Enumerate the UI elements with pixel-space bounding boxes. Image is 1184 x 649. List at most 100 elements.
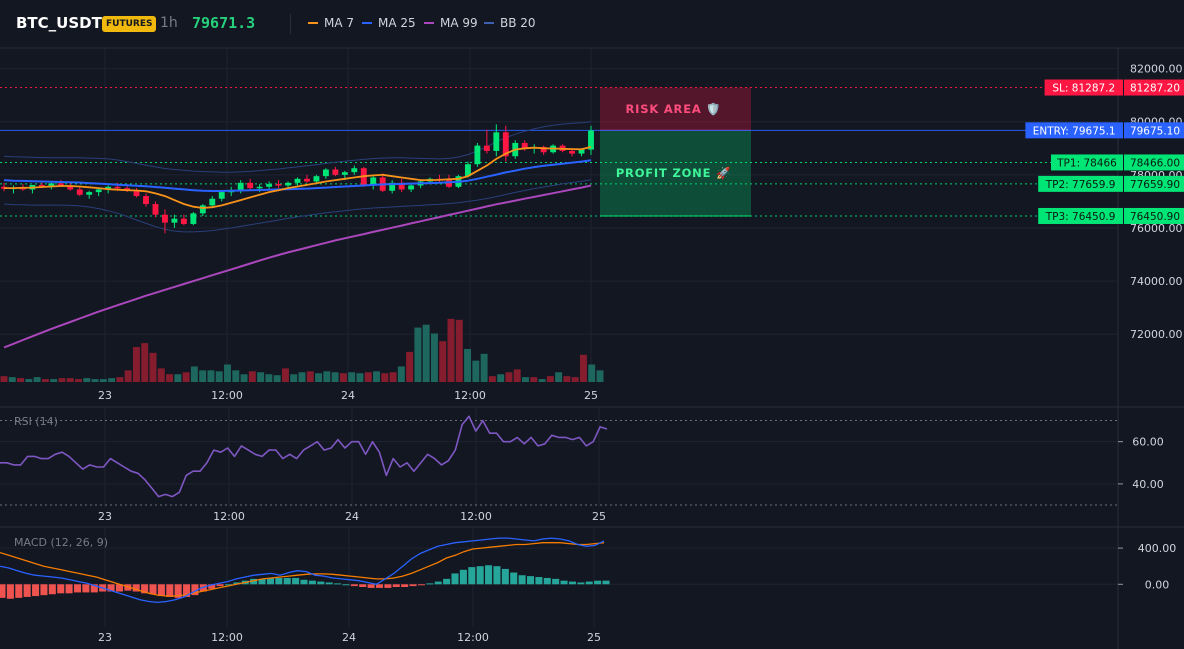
level-price-label-tp2: 77659.90 <box>1130 179 1180 191</box>
level-price-box-tp2 <box>1124 175 1184 192</box>
x-tick-label: 12:00 <box>211 389 243 402</box>
volume-bar <box>596 370 604 382</box>
x-tick-label: 12:00 <box>213 510 245 523</box>
volume-bar <box>33 377 41 382</box>
level-price-label-entry: 79675.10 <box>1130 125 1180 137</box>
level-tag-box-sl <box>1044 79 1123 96</box>
macd-histogram-bar <box>602 580 610 585</box>
volume-bar <box>75 379 82 382</box>
volume-bar <box>455 319 463 382</box>
chart-header: BTC_USDT FUTURES 1h 79671.3 MA 7 MA 25 M… <box>0 0 1184 48</box>
candle-body <box>341 172 348 175</box>
macd-histogram-bar <box>132 584 140 592</box>
ma99-line <box>3 184 592 349</box>
candle-body <box>502 132 509 157</box>
candle-body <box>190 213 197 224</box>
candle-body <box>332 169 339 175</box>
macd-histogram-bar <box>568 581 576 585</box>
volume-bar <box>497 374 505 382</box>
macd-histogram-bar <box>174 584 182 598</box>
candle-body <box>464 164 471 177</box>
candle-body <box>578 149 585 154</box>
futures-badge: FUTURES <box>102 16 157 32</box>
macd-histogram-bar <box>32 584 40 597</box>
volume-bar <box>430 333 438 382</box>
macd-histogram-bar <box>476 566 484 585</box>
ma25-swatch-icon <box>362 22 372 24</box>
x-tick-label: 23 <box>98 510 112 523</box>
macd-histogram-bar <box>443 578 451 585</box>
level-tag-box-tp2 <box>1038 175 1123 192</box>
level-price-box-sl <box>1124 79 1184 96</box>
volume-bar <box>555 372 563 382</box>
volume-bar <box>364 372 372 382</box>
macd-signal-line <box>0 542 605 597</box>
header-divider <box>290 14 291 34</box>
bb20-swatch-icon <box>484 22 494 24</box>
macd-histogram-bar <box>82 584 90 593</box>
legend-bb20[interactable]: BB 20 <box>484 16 536 30</box>
volume-bar <box>356 373 364 382</box>
macd-tick-label: 400.00 <box>1138 542 1177 555</box>
macd-histogram-bar <box>459 569 467 585</box>
candle-body <box>408 185 415 190</box>
candle-body <box>95 189 102 193</box>
volume-bar <box>381 373 389 382</box>
macd-histogram-bar <box>149 584 157 595</box>
candle-body <box>180 218 187 224</box>
timeframe-selector[interactable]: 1h <box>160 15 178 31</box>
candle-body <box>114 186 121 189</box>
level-price-label-tp3: 76450.90 <box>1130 211 1180 223</box>
macd-histogram-bar <box>350 584 358 587</box>
ma99-swatch-icon <box>424 22 434 24</box>
legend-ma25[interactable]: MA 25 <box>362 16 416 30</box>
volume-bar <box>414 327 422 382</box>
macd-histogram-bar <box>48 584 56 595</box>
level-tag-tp1: TP1: 78466 <box>1056 157 1117 169</box>
macd-histogram-bar <box>0 584 6 598</box>
volume-bar <box>124 370 132 382</box>
volume-bar <box>513 369 521 382</box>
volume-bar <box>406 351 414 382</box>
volume-bar <box>207 370 215 382</box>
macd-histogram-bar <box>375 584 384 588</box>
candle-body <box>152 204 159 215</box>
volume-bar <box>149 352 157 382</box>
ma25-line <box>3 159 592 192</box>
macd-histogram-bar <box>342 584 350 586</box>
candle-body <box>86 192 93 195</box>
symbol-title[interactable]: BTC_USDT <box>16 14 102 32</box>
legend-ma7[interactable]: MA 7 <box>308 16 354 30</box>
level-price-box-tp1 <box>1124 154 1184 171</box>
level-tag-sl: SL: 81287.2 <box>1052 83 1115 95</box>
macd-histogram-bar <box>585 581 593 585</box>
x-tick-label: 25 <box>587 631 601 644</box>
macd-histogram-bar <box>157 584 165 597</box>
macd-histogram-bar <box>518 575 526 585</box>
legend-bb20-label: BB 20 <box>500 16 536 30</box>
volume-bar <box>50 379 58 382</box>
level-tag-tp3: TP3: 76450.9 <box>1045 211 1116 223</box>
macd-histogram-bar <box>73 584 82 593</box>
volume-bar <box>116 377 124 382</box>
macd-histogram-bar <box>191 584 199 596</box>
volume-bar <box>480 353 488 382</box>
volume-bar <box>41 379 49 382</box>
zone-label: RISK AREA 🛡️ <box>626 102 722 116</box>
bb-upper-line <box>3 121 592 173</box>
candle-body <box>38 184 45 187</box>
volume-bar <box>439 341 447 382</box>
volume-bar <box>215 371 223 382</box>
volume-bar <box>174 374 182 382</box>
macd-histogram-bar <box>300 579 308 585</box>
legend-ma99[interactable]: MA 99 <box>424 16 478 30</box>
macd-histogram-bar <box>334 583 342 585</box>
macd-histogram-bar <box>141 584 149 594</box>
volume-bar <box>464 348 472 382</box>
x-tick-label: 12:00 <box>457 631 489 644</box>
volume-bar <box>538 379 546 382</box>
candle-body <box>313 176 320 182</box>
legend-ma99-label: MA 99 <box>440 16 478 30</box>
macd-histogram-bar <box>577 582 585 585</box>
